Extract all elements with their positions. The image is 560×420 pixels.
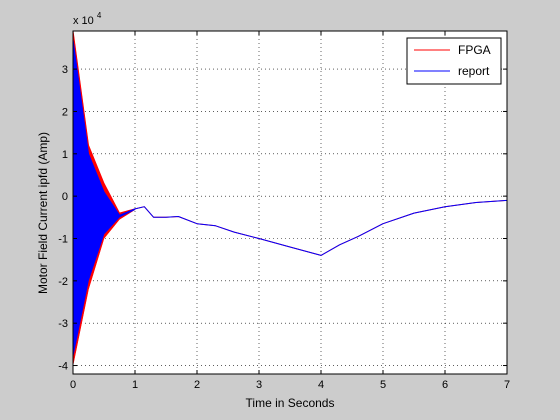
y-tick-label: 1: [62, 149, 68, 161]
y-exponent-power: 4: [97, 11, 102, 20]
y-axis-label: Motor Field Current ipfd (Amp): [36, 132, 50, 294]
x-tick-label: 3: [256, 379, 262, 391]
x-axis-label: Time in Seconds: [246, 396, 335, 410]
x-tick-label: 4: [318, 379, 324, 391]
grid: [73, 31, 507, 374]
x-tick-label: 5: [380, 379, 386, 391]
legend-label-report: report: [458, 64, 490, 78]
x-tick-label: 1: [132, 379, 138, 391]
y-tick-label: 0: [62, 191, 68, 203]
y-exponent-label: x 10 4: [73, 11, 102, 27]
series-line-report: [72, 39, 508, 256]
y-tick-label: -1: [58, 233, 68, 245]
x-tick-label: 2: [194, 379, 200, 391]
y-tick-label: 2: [62, 106, 68, 118]
y-tick-label: -2: [58, 276, 68, 288]
x-tick-label: 0: [70, 379, 76, 391]
x-tick-label: 6: [442, 379, 448, 391]
x-tick-label: 7: [504, 379, 510, 391]
y-exponent-base: x 10: [73, 15, 94, 27]
series-layer: [72, 30, 508, 366]
legend-label-fpga: FPGA: [458, 43, 491, 57]
y-tick-label: -3: [58, 318, 68, 330]
legend-box: [406, 37, 502, 85]
plot-frame: [72, 30, 508, 375]
y-tick-label: 3: [62, 64, 68, 76]
plot-area: [73, 31, 507, 374]
legend: FPGA report: [406, 37, 502, 85]
y-tick-label: -4: [58, 361, 68, 373]
ticks: 0 1 2 3 4 5 6 7 -4 -3 -2 -1 0 1 2 3: [58, 31, 510, 391]
